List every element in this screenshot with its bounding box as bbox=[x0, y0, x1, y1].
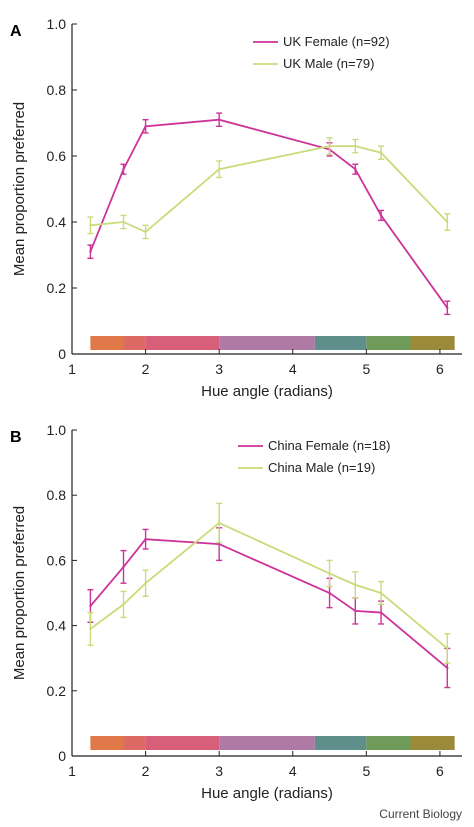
data-point bbox=[446, 220, 449, 224]
hue-bar-segment bbox=[366, 336, 411, 350]
series-line bbox=[89, 118, 449, 309]
hue-bar-segment bbox=[314, 336, 367, 350]
x-axis-label: Hue angle (radians) bbox=[201, 785, 333, 802]
data-point bbox=[328, 572, 331, 575]
x-tick-label: 6 bbox=[436, 763, 444, 779]
data-point bbox=[89, 627, 92, 631]
y-tick-label: 1.0 bbox=[47, 16, 67, 32]
legend-entry: UK Male (n=79) bbox=[283, 56, 374, 71]
data-point bbox=[328, 144, 331, 148]
hue-bar-segment bbox=[314, 736, 367, 750]
x-tick-label: 4 bbox=[289, 763, 297, 779]
hue-bar-segment bbox=[123, 736, 146, 750]
legend-entry: China Female (n=18) bbox=[268, 438, 390, 453]
x-tick-label: 3 bbox=[215, 763, 223, 779]
hue-bar-segment bbox=[410, 336, 455, 350]
panel-letter: B bbox=[10, 429, 22, 446]
data-point bbox=[446, 666, 449, 670]
x-tick-label: 2 bbox=[142, 361, 150, 377]
data-point bbox=[379, 151, 383, 154]
x-tick-label: 5 bbox=[362, 763, 370, 779]
data-point bbox=[446, 306, 449, 309]
y-axis-label: Mean proportion preferred bbox=[11, 102, 28, 276]
series-line bbox=[90, 145, 448, 233]
series-line bbox=[89, 538, 448, 669]
hue-bar-segment bbox=[145, 336, 220, 350]
data-point bbox=[217, 521, 221, 525]
y-tick-label: 0 bbox=[58, 346, 66, 362]
y-tick-label: 0.2 bbox=[47, 683, 67, 699]
legend-entry: China Male (n=19) bbox=[268, 460, 375, 475]
y-tick-label: 0 bbox=[58, 748, 66, 764]
hue-bar-segment bbox=[90, 736, 124, 750]
x-tick-label: 5 bbox=[362, 361, 370, 377]
hue-bar-segment bbox=[90, 336, 124, 350]
x-tick-label: 4 bbox=[289, 361, 297, 377]
data-point bbox=[144, 582, 147, 585]
y-tick-label: 0.8 bbox=[47, 82, 67, 98]
y-axis-label: Mean proportion preferred bbox=[11, 506, 28, 680]
panel-a: A 0 0.2 0.4 0.6 0.8 1.0 1 2 3 4 5 6 Hue angle (radian… bbox=[10, 16, 462, 400]
y-tick-label: 0.6 bbox=[47, 148, 67, 164]
hue-bar-segment bbox=[219, 736, 315, 750]
hue-bar-segment bbox=[145, 736, 220, 750]
data-point bbox=[217, 118, 221, 121]
data-point bbox=[122, 603, 125, 606]
y-tick-label: 0.8 bbox=[47, 487, 67, 503]
data-point bbox=[217, 542, 221, 546]
data-point bbox=[446, 647, 449, 650]
x-tick-label: 3 bbox=[215, 361, 223, 377]
data-point bbox=[354, 583, 357, 587]
data-point bbox=[354, 609, 357, 613]
y-tick-label: 1.0 bbox=[47, 422, 67, 438]
data-point bbox=[89, 250, 92, 253]
data-point bbox=[354, 144, 357, 148]
series-line bbox=[89, 521, 448, 650]
data-point bbox=[379, 611, 383, 614]
legend-entry: UK Female (n=92) bbox=[283, 34, 390, 49]
data-point bbox=[379, 214, 383, 217]
hue-bar-segment bbox=[410, 736, 455, 750]
y-tick-label: 0.4 bbox=[47, 214, 67, 230]
hue-bar-segment bbox=[366, 736, 411, 750]
data-point bbox=[122, 565, 125, 569]
data-point bbox=[144, 230, 147, 234]
data-point bbox=[144, 538, 147, 541]
data-point bbox=[379, 591, 383, 595]
x-tick-label: 1 bbox=[68, 763, 76, 779]
data-point bbox=[144, 125, 147, 128]
data-point bbox=[217, 168, 221, 171]
data-point bbox=[328, 591, 331, 595]
x-tick-label: 2 bbox=[142, 763, 150, 779]
x-axis-label: Hue angle (radians) bbox=[201, 383, 333, 400]
y-tick-label: 0.4 bbox=[47, 618, 67, 634]
data-point bbox=[122, 168, 125, 171]
data-point bbox=[354, 168, 357, 171]
data-point bbox=[89, 604, 92, 608]
panel-b: B 0 0.2 0.4 0.6 0.8 1.0 1 2 3 4 5 6 Hue angle (radian… bbox=[10, 422, 462, 802]
x-tick-label: 6 bbox=[436, 361, 444, 377]
hue-bar-segment bbox=[219, 336, 315, 350]
x-tick-label: 1 bbox=[68, 361, 76, 377]
y-tick-label: 0.6 bbox=[47, 552, 67, 568]
data-point bbox=[122, 220, 125, 224]
hue-bar-segment bbox=[123, 336, 146, 350]
journal-credit: Current Biology bbox=[379, 807, 462, 821]
data-point bbox=[89, 224, 92, 227]
y-tick-label: 0.2 bbox=[47, 280, 67, 296]
panel-letter: A bbox=[10, 23, 22, 40]
